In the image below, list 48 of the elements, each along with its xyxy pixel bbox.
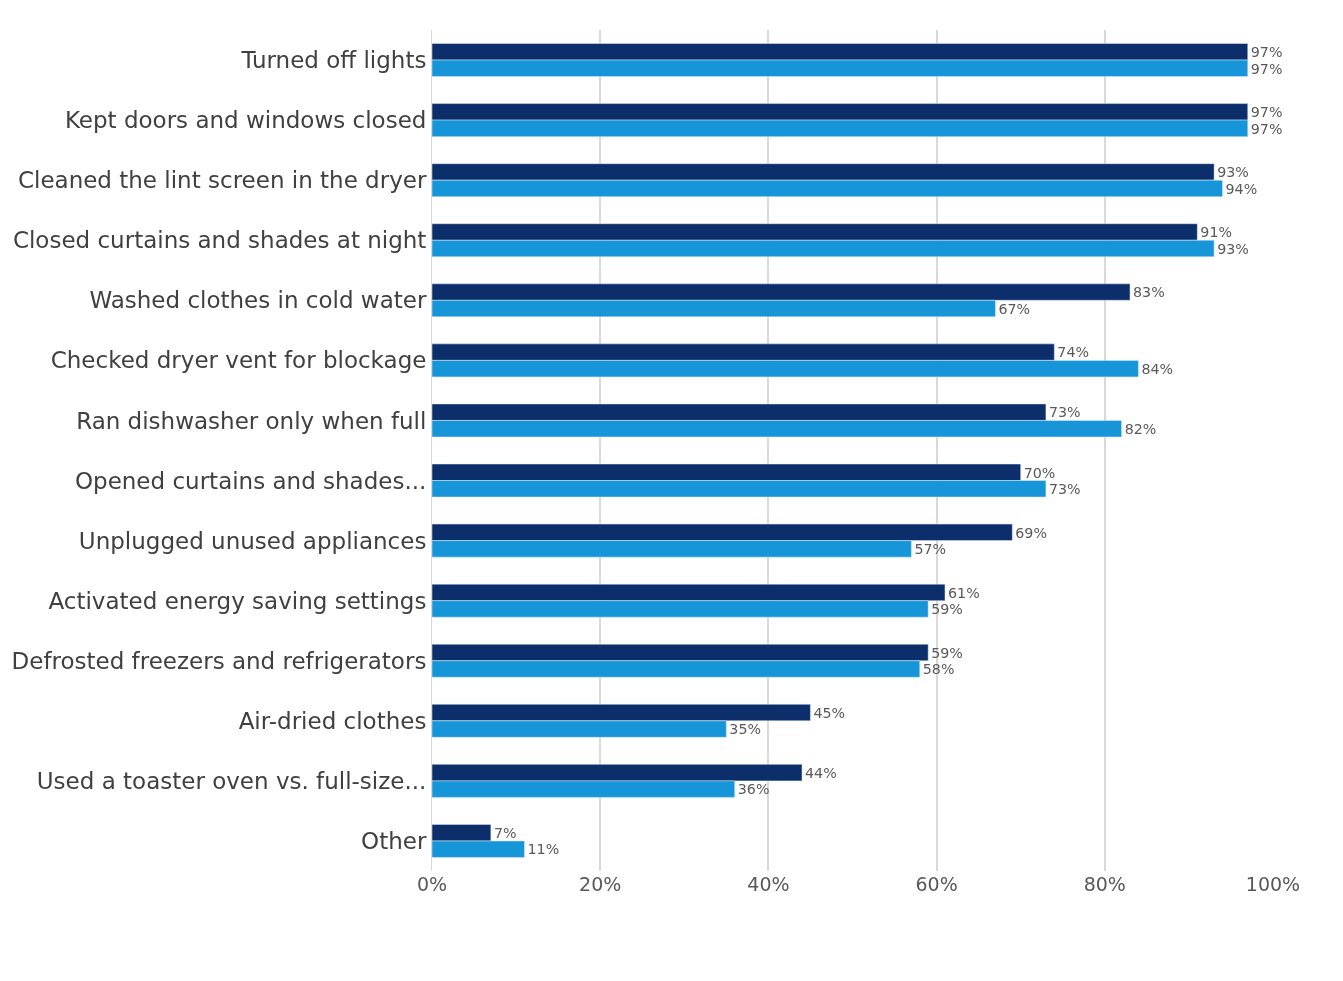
data-label: 69% xyxy=(1015,524,1047,541)
x-tick-label: 80% xyxy=(1083,873,1126,895)
data-label: 97% xyxy=(1250,104,1283,121)
data-label: 93% xyxy=(1217,164,1249,181)
data-label: 97% xyxy=(1250,60,1283,77)
data-label: 84% xyxy=(1141,360,1174,377)
data-label: 36% xyxy=(737,781,770,798)
data-label: 35% xyxy=(729,721,762,738)
data-label: 45% xyxy=(813,704,846,721)
data-label: 67% xyxy=(998,300,1031,317)
data-label: 61% xyxy=(948,584,980,601)
x-tick-label: 0% xyxy=(416,873,448,895)
data-label: 97% xyxy=(1250,120,1283,137)
data-label: 73% xyxy=(1048,404,1081,421)
y-tick-label: Used a toaster oven vs. full-size... xyxy=(36,767,427,794)
y-tick-label: Cleaned the lint screen in the dryer xyxy=(17,167,427,194)
x-tick-label: 40% xyxy=(747,873,790,895)
data-label: 74% xyxy=(1057,344,1090,361)
y-tick-label: Defrosted freezers and refrigerators xyxy=(11,647,427,674)
data-label: 59% xyxy=(931,644,963,661)
y-tick-label: Washed clothes in cold water xyxy=(89,287,427,314)
y-tick-label: Kept doors and windows closed xyxy=(64,107,427,134)
data-label: 58% xyxy=(922,661,955,678)
data-label: 83% xyxy=(1133,284,1165,301)
data-label: 82% xyxy=(1124,420,1157,437)
y-tick-label: Air-dried clothes xyxy=(238,707,427,734)
data-label: 70% xyxy=(1023,464,1056,481)
x-tick-label: 60% xyxy=(915,873,958,895)
y-tick-label: Opened curtains and shades... xyxy=(74,467,427,494)
data-label: 94% xyxy=(1225,180,1258,197)
y-tick-label: Ran dishwasher only when full xyxy=(76,407,427,434)
data-label: 73% xyxy=(1048,481,1081,498)
y-tick-label: Unplugged unused appliances xyxy=(78,527,427,554)
y-tick-label: Checked dryer vent for blockage xyxy=(50,347,427,374)
data-label: 57% xyxy=(914,541,947,558)
data-label: 7% xyxy=(493,824,517,841)
data-label: 91% xyxy=(1200,224,1233,241)
data-label: 97% xyxy=(1250,44,1283,61)
y-tick-label: Other xyxy=(361,828,427,855)
x-tick-label: 100% xyxy=(1245,873,1301,895)
y-tick-label: Activated energy saving settings xyxy=(48,587,427,614)
data-label: 44% xyxy=(805,764,837,781)
data-label: 11% xyxy=(527,841,560,858)
data-label: 59% xyxy=(931,601,963,618)
x-tick-label: 20% xyxy=(579,873,622,895)
data-label: 93% xyxy=(1217,240,1249,257)
y-tick-label: Closed curtains and shades at night xyxy=(12,227,427,254)
y-tick-label: Turned off lights xyxy=(240,47,427,74)
